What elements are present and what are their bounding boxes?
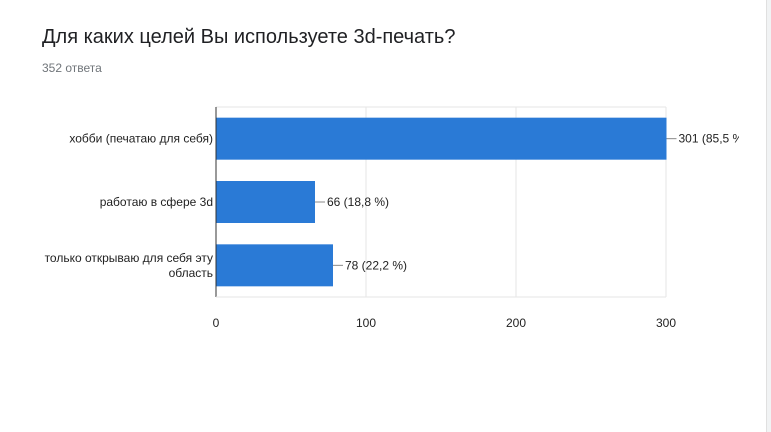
x-tick-label: 300 xyxy=(656,316,676,330)
category-label: хобби (печатаю для себя) xyxy=(69,132,213,146)
data-label: 78 (22,2 %) xyxy=(345,258,407,272)
chart-title: Для каких целей Вы используете 3d-печать… xyxy=(42,26,456,48)
bar[interactable] xyxy=(216,244,333,287)
bar[interactable] xyxy=(216,117,667,160)
x-tick-label: 100 xyxy=(356,316,376,330)
scrollbar-track[interactable] xyxy=(766,0,771,432)
x-tick-label: 0 xyxy=(213,316,220,330)
bar[interactable] xyxy=(216,181,315,223)
data-label: 66 (18,8 %) xyxy=(327,195,389,209)
category-label: область xyxy=(169,266,213,280)
bars xyxy=(216,117,667,287)
category-label: только открываю для себя эту xyxy=(45,251,213,265)
x-tick-label: 200 xyxy=(506,316,526,330)
axes xyxy=(215,107,666,298)
data-label: 301 (85,5 %) xyxy=(679,132,748,146)
response-count: 352 ответа xyxy=(42,61,102,75)
category-label: работаю в сфере 3d xyxy=(100,195,213,209)
labels: 0 100 200 300 301 (85,5 %) хобби (печатаю для… xyxy=(45,132,748,330)
